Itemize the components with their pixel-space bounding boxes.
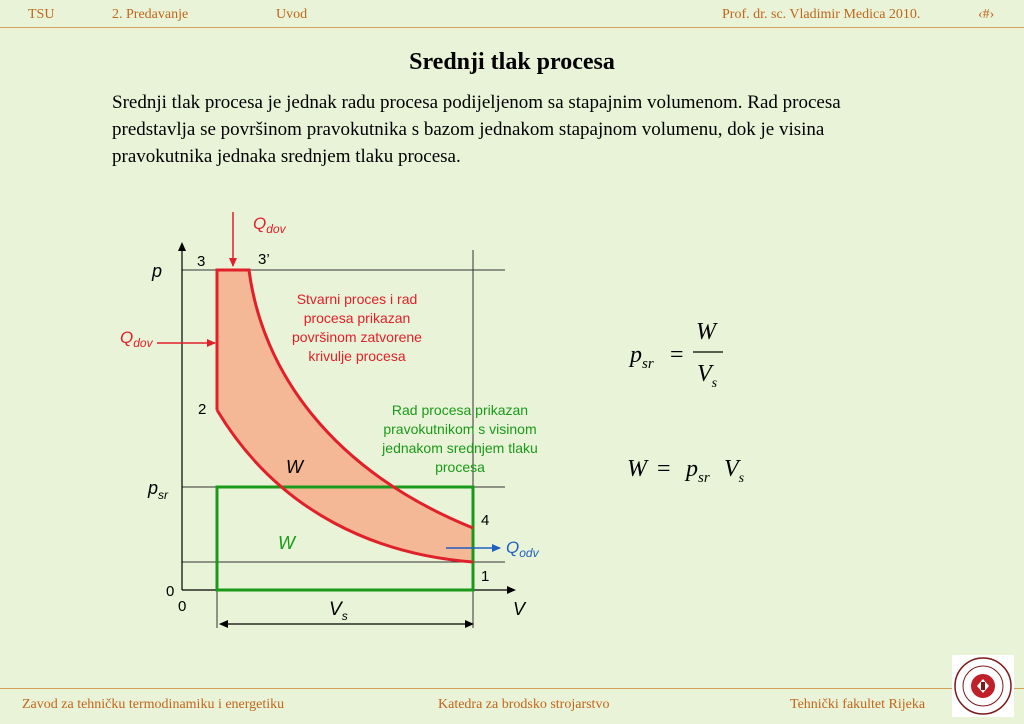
point-2-label: 2 bbox=[198, 401, 206, 418]
slide-title: Srednji tlak procesa bbox=[409, 49, 615, 75]
formula1-denominator: Vs bbox=[697, 361, 718, 391]
svg-text:Rad procesa prikazan: Rad procesa prikazan bbox=[392, 402, 528, 418]
header-lecture: 2. Predavanje bbox=[112, 7, 189, 22]
svg-text:jednakom srednjem tlaku: jednakom srednjem tlaku bbox=[381, 440, 538, 456]
header-course: TSU bbox=[28, 7, 55, 22]
slide-paragraph: Srednji tlak procesa je jednak radu proc… bbox=[112, 92, 841, 167]
header-section: Uvod bbox=[276, 7, 308, 22]
header-author: Prof. dr. sc. Vladimir Medica 2010. bbox=[722, 7, 921, 22]
formula2-psr: psr bbox=[684, 456, 710, 486]
formula2-vs: Vs bbox=[724, 456, 745, 486]
formula2-equals: = bbox=[657, 456, 671, 482]
origin-x-label: 0 bbox=[178, 598, 186, 615]
footer-faculty: Tehnički fakultet Rijeka bbox=[790, 697, 926, 712]
q-odv-label: Qodv bbox=[506, 538, 540, 560]
svg-text:površinom zatvorene: površinom zatvorene bbox=[292, 329, 422, 345]
svg-text:procesa prikazan: procesa prikazan bbox=[304, 310, 411, 326]
formula1-equals: = bbox=[670, 342, 684, 368]
formula2-lhs: W bbox=[627, 456, 649, 482]
faculty-logo-icon bbox=[952, 655, 1014, 717]
point-3-label: 3 bbox=[197, 253, 205, 270]
psr-axis-label: psr bbox=[147, 478, 169, 502]
header-slide-number: ‹#› bbox=[978, 7, 995, 22]
axis-p-label: p bbox=[151, 261, 162, 281]
footer-divider bbox=[0, 688, 1024, 689]
mean-pressure-rectangle bbox=[215, 485, 475, 592]
work-green-label: W bbox=[278, 533, 297, 553]
process-curve bbox=[215, 268, 474, 564]
formula1-numerator: W bbox=[696, 319, 718, 345]
svg-text:krivulje procesa: krivulje procesa bbox=[308, 348, 405, 364]
red-annotation: Stvarni proces i rad procesa prikazan po… bbox=[292, 291, 422, 364]
svg-text:procesa: procesa bbox=[435, 459, 485, 475]
q-dov-top-label: Qdov bbox=[253, 214, 287, 236]
footer-department: Zavod za tehničku termodinamiku i energe… bbox=[22, 697, 285, 712]
point-4-label: 4 bbox=[481, 512, 489, 529]
slide-header: TSU 2. Predavanje Uvod Prof. dr. sc. Vla… bbox=[0, 0, 1024, 30]
origin-y-label: 0 bbox=[166, 583, 174, 600]
svg-text:Stvarni proces i rad: Stvarni proces i rad bbox=[297, 291, 418, 307]
work-red-label: W bbox=[286, 457, 305, 477]
q-dov-left-label: Qdov bbox=[120, 328, 154, 350]
process-area bbox=[217, 270, 473, 562]
point-3prime-label: 3’ bbox=[258, 251, 270, 268]
formula1-lhs: psr bbox=[628, 342, 654, 372]
svg-text:pravokutnikom s visinom: pravokutnikom s visinom bbox=[383, 421, 536, 437]
green-annotation: Rad procesa prikazan pravokutnikom s vis… bbox=[381, 402, 538, 475]
axis-v-label: V bbox=[513, 599, 527, 619]
vs-label: Vs bbox=[329, 599, 348, 623]
footer-chair: Katedra za brodsko strojarstvo bbox=[438, 697, 610, 712]
point-1-label: 1 bbox=[481, 568, 489, 585]
header-divider bbox=[0, 27, 1024, 28]
